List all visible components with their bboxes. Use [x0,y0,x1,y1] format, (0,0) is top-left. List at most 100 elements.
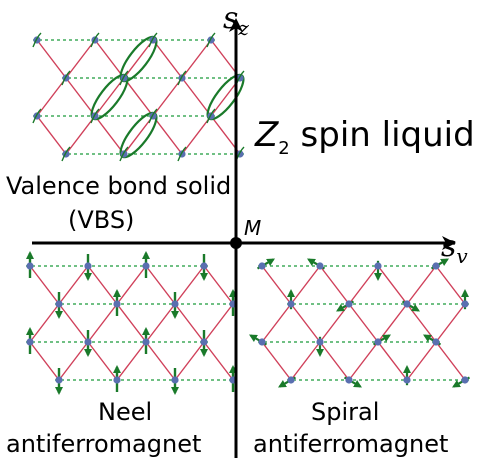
spin-tail [32,32,42,48]
lattice-bond [319,341,350,381]
lattice-site [55,376,63,384]
lattice-bond [87,265,118,305]
lattice-site [461,300,469,308]
spin-tail [90,32,100,48]
lattice-bond [348,265,379,305]
lattice-bond [174,303,205,343]
horizontal-axis-label: sv [441,229,468,268]
lattice-site [316,262,324,270]
lattice-bond [36,77,67,117]
lattice-bond [36,39,67,79]
spiral-label-line1: Spiral [311,398,380,426]
lattice-bond [435,303,466,343]
lattice-bond [116,341,147,381]
spin-tail [61,70,71,86]
lattice-bond [203,303,234,343]
lattice-bond [145,341,176,381]
lattice-site [287,376,295,384]
lattice-site [84,262,92,270]
lattice-site [461,376,469,384]
lattice-bond [65,39,96,79]
lattice-site [374,338,382,346]
lattice-bond [65,115,96,155]
lattice-bond [145,265,176,305]
spin-tail [206,108,216,124]
lattice-bond [116,265,147,305]
spin-tail [90,108,100,124]
lattice-site [26,262,34,270]
lattice-site [432,262,440,270]
lattice-bond [174,265,205,305]
lattice-bond [152,77,183,117]
vbs-lattice [32,32,245,162]
lattice-bond [29,265,60,305]
lattice-bond [29,341,60,381]
origin-point [230,237,242,249]
lattice-site [258,262,266,270]
lattice-bond [58,303,89,343]
lattice-bond [406,265,437,305]
spin-tail [119,70,129,86]
lattice-site [171,300,179,308]
lattice-site [316,338,324,346]
lattice-bond [203,265,234,305]
origin-label: M [244,216,262,240]
lattice-bond [94,115,125,155]
neel-label-line2: antiferromagnet [6,430,202,458]
lattice-bond [319,303,350,343]
lattice-bond [87,303,118,343]
lattice-site [345,300,353,308]
lattice-bond [290,303,321,343]
spin-tail [206,32,216,48]
lattice-bond [123,77,154,117]
lattice-bond [377,303,408,343]
lattice-site [200,338,208,346]
lattice-site [142,262,150,270]
spin-tail [177,70,187,86]
spin-tail [32,108,42,124]
lattice-bond [261,265,292,305]
spin-tail [119,146,129,162]
lattice-bond [123,39,154,79]
lattice-bond [435,265,466,305]
lattice-bond [181,39,212,79]
lattice-site [403,376,411,384]
lattice-site [26,338,34,346]
lattice-bond [145,303,176,343]
vertical-axis-label: sz [223,1,249,40]
spin-tail [148,108,158,124]
lattice-bond [203,341,234,381]
lattice-bond [406,341,437,381]
lattice-site [113,300,121,308]
spin-tail [177,146,187,162]
lattice-bond [94,39,125,79]
lattice-bond [94,77,125,117]
spin-liquid-title: Z2 spin liquid [255,115,475,159]
lattice-bond [65,77,96,117]
lattice-bond [435,341,466,381]
neel-label-line1: Neel [98,398,153,426]
lattice-bond [261,303,292,343]
lattice-site [113,376,121,384]
lattice-site [200,262,208,270]
spiral-label-line2: antiferromagnet [253,430,449,458]
lattice-bond [116,303,147,343]
lattice-site [55,300,63,308]
lattice-bond [174,341,205,381]
lattice-site [142,338,150,346]
lattice-bond [58,265,89,305]
lattice-bond [123,115,154,155]
lattice-site [171,376,179,384]
neel-lattice [26,251,237,395]
lattice-bond [87,341,118,381]
spin-tail [61,146,71,162]
lattice-site [345,376,353,384]
lattice-bond [181,77,212,117]
lattice-site [258,338,266,346]
lattice-bond [290,341,321,381]
lattice-bond [29,303,60,343]
spin-tail [148,32,158,48]
lattice-bond [152,115,183,155]
